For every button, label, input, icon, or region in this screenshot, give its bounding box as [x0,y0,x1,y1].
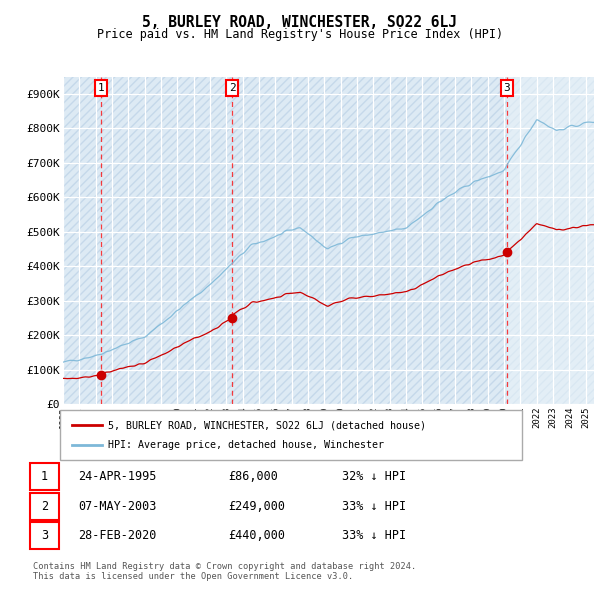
Bar [507,77,594,404]
Text: 3: 3 [503,83,510,93]
Text: 2: 2 [41,500,48,513]
Text: 33% ↓ HPI: 33% ↓ HPI [342,500,406,513]
Text: 3: 3 [41,529,48,542]
Text: £249,000: £249,000 [228,500,285,513]
Text: 2: 2 [229,83,235,93]
Text: 1: 1 [97,83,104,93]
Text: 1: 1 [41,470,48,483]
Text: £440,000: £440,000 [228,529,285,542]
Text: Contains HM Land Registry data © Crown copyright and database right 2024.
This d: Contains HM Land Registry data © Crown c… [33,562,416,581]
Text: £86,000: £86,000 [228,470,278,483]
Text: Price paid vs. HM Land Registry's House Price Index (HPI): Price paid vs. HM Land Registry's House … [97,28,503,41]
Text: 33% ↓ HPI: 33% ↓ HPI [342,529,406,542]
Text: HPI: Average price, detached house, Winchester: HPI: Average price, detached house, Winc… [108,440,384,450]
Text: 07-MAY-2003: 07-MAY-2003 [78,500,157,513]
Text: 28-FEB-2020: 28-FEB-2020 [78,529,157,542]
Text: 24-APR-1995: 24-APR-1995 [78,470,157,483]
Text: 5, BURLEY ROAD, WINCHESTER, SO22 6LJ (detached house): 5, BURLEY ROAD, WINCHESTER, SO22 6LJ (de… [108,421,426,430]
Text: 5, BURLEY ROAD, WINCHESTER, SO22 6LJ: 5, BURLEY ROAD, WINCHESTER, SO22 6LJ [143,15,458,30]
Text: 32% ↓ HPI: 32% ↓ HPI [342,470,406,483]
